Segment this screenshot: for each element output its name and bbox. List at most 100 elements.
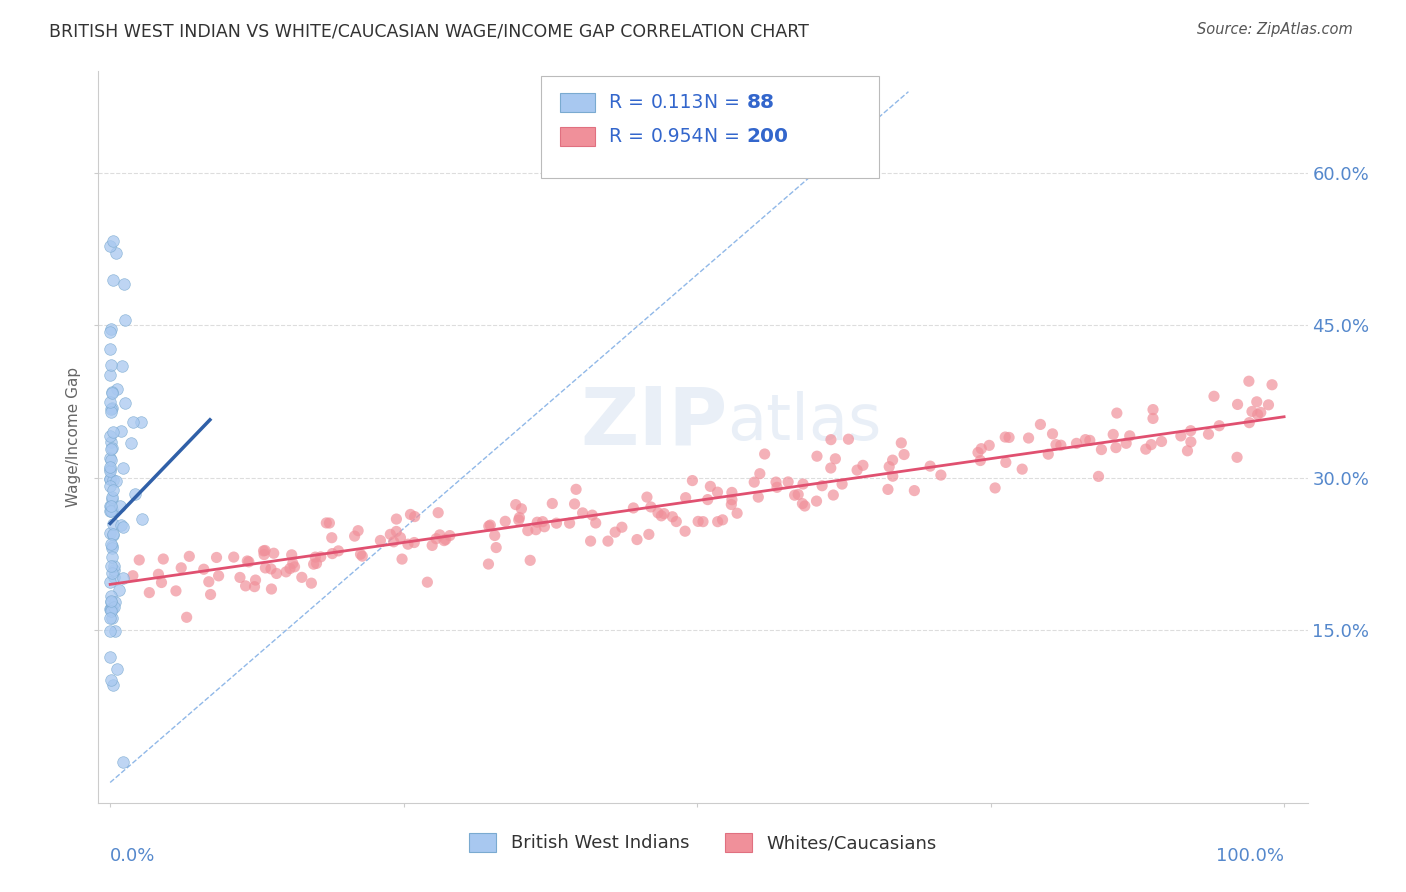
Point — [253, 548, 276, 562]
Point — [688, 515, 710, 529]
Text: 88: 88 — [747, 93, 775, 112]
Point — [747, 490, 769, 504]
Point — [101, 503, 124, 517]
Point — [1078, 434, 1101, 448]
Point — [315, 516, 337, 530]
Point — [1250, 405, 1272, 419]
Point — [98, 368, 121, 382]
Point — [382, 534, 405, 549]
Point — [1208, 418, 1230, 433]
Point — [766, 480, 789, 494]
Point — [811, 479, 834, 493]
Point — [846, 463, 869, 477]
Point — [100, 504, 122, 518]
Point — [742, 475, 765, 490]
Point — [505, 498, 527, 512]
Point — [103, 235, 125, 249]
Point — [98, 649, 121, 664]
Point — [1226, 450, 1249, 465]
Text: 200: 200 — [747, 127, 789, 146]
Point — [98, 611, 121, 625]
Point — [1105, 441, 1128, 455]
Point — [101, 441, 124, 455]
Point — [1198, 427, 1220, 442]
Point — [610, 520, 633, 534]
Point — [100, 566, 122, 580]
Point — [650, 508, 672, 523]
Point — [399, 508, 422, 522]
Point — [100, 434, 122, 449]
Point — [100, 385, 122, 400]
Point — [416, 575, 439, 590]
Text: R =: R = — [609, 127, 650, 146]
Point — [526, 515, 548, 529]
Point — [100, 492, 122, 507]
Point — [280, 548, 302, 562]
Point — [222, 550, 245, 565]
Point — [98, 451, 121, 466]
Point — [266, 566, 288, 581]
Text: 0.113: 0.113 — [651, 93, 704, 112]
Point — [396, 537, 419, 551]
Point — [131, 511, 153, 525]
Point — [260, 582, 283, 596]
Point — [148, 567, 170, 582]
Point — [720, 498, 742, 512]
Text: 100.0%: 100.0% — [1216, 847, 1284, 864]
Point — [98, 479, 121, 493]
Point — [281, 557, 304, 571]
Text: ZIP: ZIP — [579, 384, 727, 461]
Point — [920, 459, 942, 474]
Point — [274, 565, 297, 579]
Point — [820, 433, 842, 447]
Point — [389, 531, 412, 545]
Point — [138, 585, 160, 599]
Point — [103, 527, 125, 541]
Point — [882, 469, 904, 483]
Point — [787, 487, 810, 501]
Point — [302, 557, 325, 571]
Point — [100, 452, 122, 467]
Point — [98, 239, 121, 253]
Point — [370, 533, 392, 548]
Point — [110, 518, 132, 533]
Point — [200, 587, 222, 601]
Point — [1119, 429, 1142, 443]
Point — [1029, 417, 1052, 432]
Point — [477, 557, 499, 571]
Point — [111, 755, 134, 769]
Point — [98, 504, 121, 518]
Point — [343, 529, 366, 543]
Point — [852, 458, 875, 473]
Point — [1150, 434, 1173, 449]
Point — [101, 490, 124, 504]
Point — [101, 273, 124, 287]
Point — [765, 475, 787, 489]
Point — [101, 678, 124, 692]
Point — [1066, 436, 1088, 450]
Text: BRITISH WEST INDIAN VS WHITE/CAUCASIAN WAGE/INCOME GAP CORRELATION CHART: BRITISH WEST INDIAN VS WHITE/CAUCASIAN W… — [49, 22, 808, 40]
Point — [152, 552, 174, 566]
Point — [235, 579, 257, 593]
Point — [385, 512, 408, 526]
Point — [1140, 437, 1163, 451]
Point — [124, 487, 146, 501]
Point — [100, 499, 122, 513]
Point — [434, 533, 457, 547]
Point — [699, 479, 721, 493]
Point — [100, 624, 122, 638]
Point — [479, 518, 502, 533]
Point — [673, 524, 696, 539]
Point — [508, 510, 530, 524]
Point — [665, 515, 688, 529]
Point — [380, 527, 402, 541]
Point — [585, 516, 607, 530]
Point — [321, 531, 343, 545]
Point — [347, 524, 370, 538]
Point — [98, 395, 121, 409]
Point — [778, 475, 800, 489]
Point — [1087, 469, 1109, 483]
Point — [1050, 438, 1073, 452]
Point — [970, 442, 993, 456]
Point — [104, 595, 127, 609]
